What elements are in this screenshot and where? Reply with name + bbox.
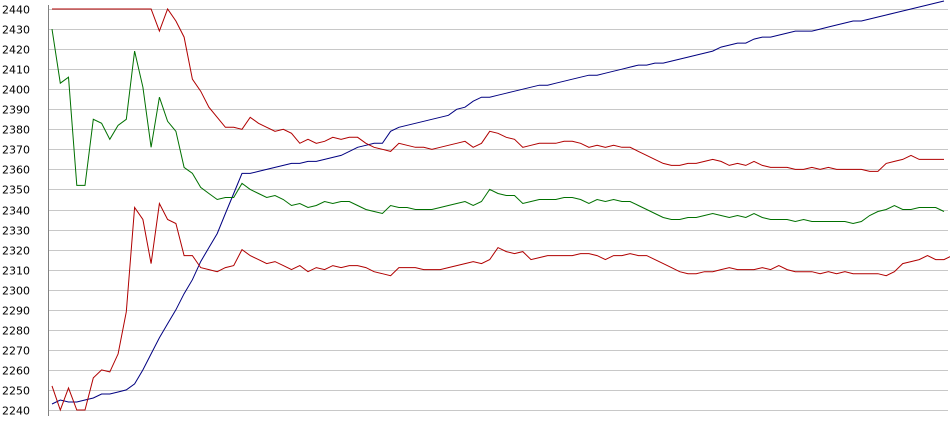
y-tick-label: 2360 — [2, 164, 30, 177]
y-tick-label: 2340 — [2, 205, 30, 218]
grid-lines — [48, 9, 948, 411]
series-line-4 — [51, 201, 950, 412]
y-tick-label: 2350 — [2, 184, 30, 197]
y-tick-label: 2280 — [2, 325, 30, 338]
y-tick-label: 2320 — [2, 245, 30, 258]
y-tick-label: 2310 — [2, 265, 30, 278]
y-tick-label: 2420 — [2, 44, 30, 57]
y-tick-label: 2380 — [2, 124, 30, 137]
y-tick-label: 2330 — [2, 225, 30, 238]
y-tick-label: 2440 — [2, 4, 30, 17]
series-line-2 — [52, 7, 944, 172]
y-tick-label: 2300 — [2, 285, 30, 298]
series-line-1 — [51, 0, 945, 405]
y-axis-tick-labels: 2440 2430 2420 2410 2400 2390 2380 2370 2360 2350… — [2, 4, 30, 418]
y-tick-label: 2250 — [2, 385, 30, 398]
y-tick-label: 2240 — [2, 405, 30, 418]
series-line-3 — [51, 29, 945, 225]
y-tick-label: 2390 — [2, 104, 30, 117]
y-tick-label: 2370 — [2, 144, 30, 157]
y-tick-label: 2290 — [2, 305, 30, 318]
series-group — [51, 0, 950, 412]
y-tick-label: 2430 — [2, 24, 30, 37]
y-tick-label: 2260 — [2, 365, 30, 378]
y-tick-label: 2400 — [2, 84, 30, 97]
y-tick-label: 2410 — [2, 64, 30, 77]
y-tick-label: 2270 — [2, 345, 30, 358]
